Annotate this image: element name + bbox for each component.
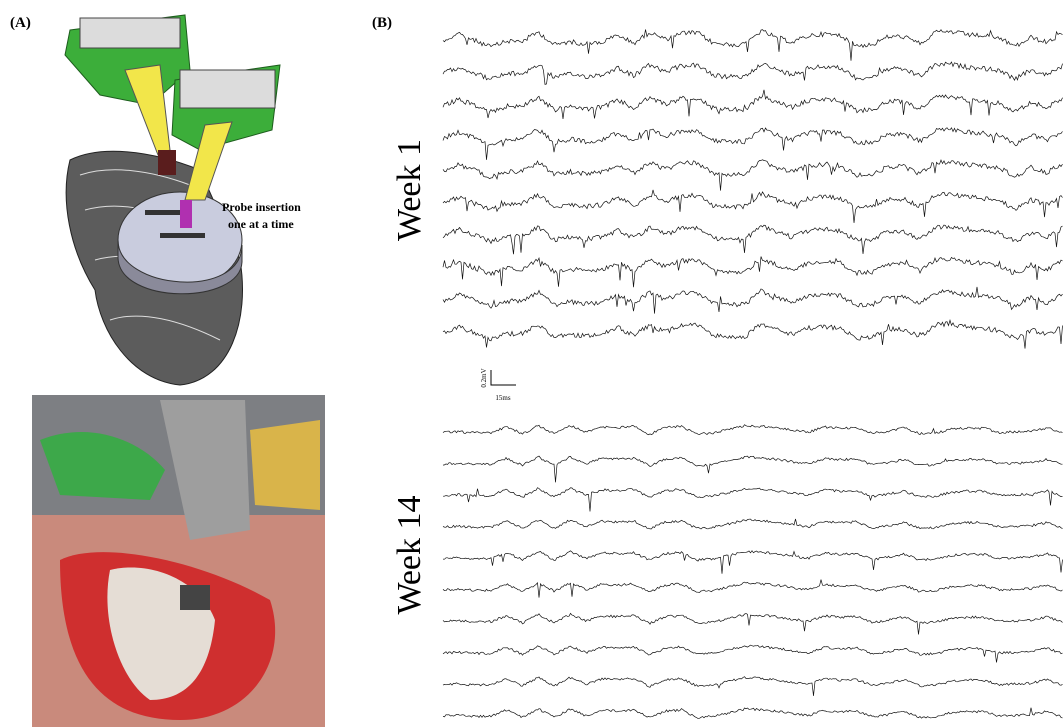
panel-label: (B) [372,15,392,31]
group-label: Week 14 [391,495,428,614]
annotation: one at a time [228,217,294,231]
scale-label: 15ms [495,394,510,402]
scale-label: 0.2mV [480,368,488,387]
group-label: Week 1 [391,139,428,241]
annotation: Probe insertion [222,200,301,214]
panel-label: (A) [10,15,31,31]
surgery-photo [32,395,325,727]
figure: (A) (B) Probe insertion one at a time We… [0,0,1063,727]
